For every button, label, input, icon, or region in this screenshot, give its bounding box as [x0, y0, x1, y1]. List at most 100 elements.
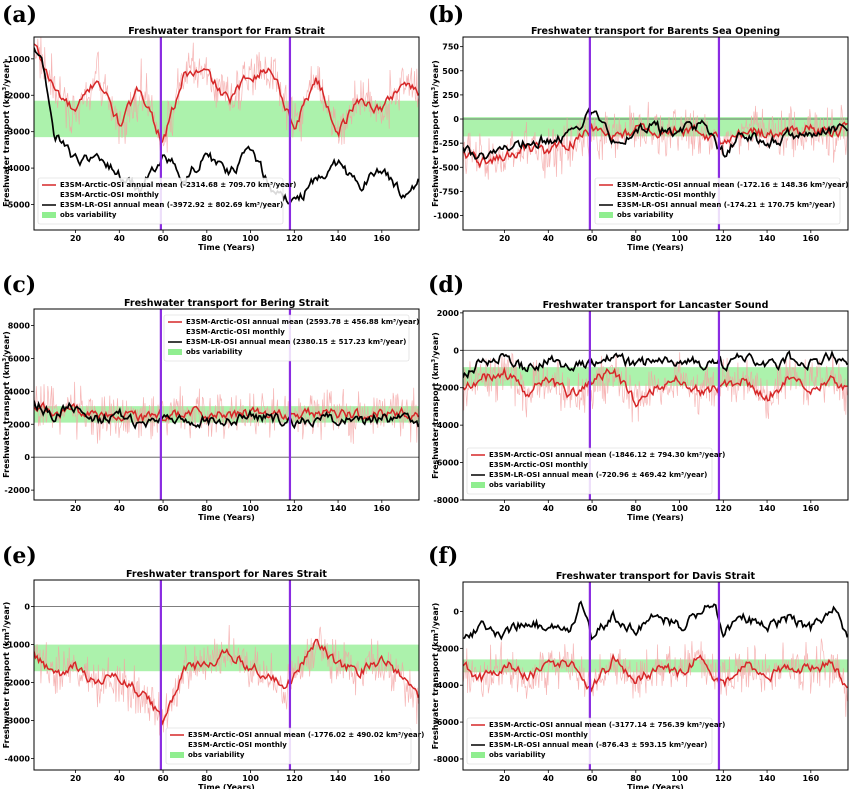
y-tick-label: 0: [453, 115, 459, 124]
series-model-annual-line: [463, 653, 848, 693]
chart-panel-f: 20 40 60 80 100 120 140 160 0 -2000 -4000 -6000 -800…: [431, 571, 849, 789]
legend-swatch-obs: [168, 349, 182, 355]
legend-swatch-obs: [599, 212, 613, 218]
axes-frame: [462, 581, 849, 771]
legend-entry: E3SM-LR-OSI annual mean (-174.21 ± 170.7…: [617, 201, 835, 209]
x-tick-label: 20: [499, 504, 511, 513]
legend-box: [594, 177, 841, 225]
chart-title: Freshwater transport for Lancaster Sound: [543, 300, 769, 311]
x-tick-label: 60: [586, 504, 598, 513]
series-lr-annual-line: [463, 600, 848, 641]
x-tick-label: 20: [499, 234, 511, 243]
y-tick-label: 750: [442, 43, 459, 52]
x-axis-label: Time (Years): [198, 243, 255, 252]
y-tick-label: -250: [439, 139, 459, 148]
x-tick-label: 20: [70, 504, 82, 513]
series-lr-annual-line: [34, 47, 419, 205]
y-tick-label: 2000: [437, 309, 460, 318]
legend-entry: E3SM-Arctic-OSI monthly: [186, 328, 285, 336]
legend: E3SM-Arctic-OSI annual mean (2593.78 ± 4…: [163, 314, 419, 362]
legend-swatch-obs: [42, 212, 56, 218]
x-tick-label: 140: [759, 504, 776, 513]
legend-box: [163, 314, 410, 362]
legend-entry: obs variability: [489, 751, 546, 759]
y-axis-label: Freshwater transport (km3/year): [431, 603, 440, 750]
legend-entry: E3SM-Arctic-OSI annual mean (2593.78 ± 4…: [186, 318, 419, 326]
series-lr-annual-line: [463, 107, 848, 160]
series-model-annual-line: [34, 638, 419, 726]
y-tick-label: -2000: [4, 679, 30, 688]
legend: E3SM-Arctic-OSI annual mean (-1776.02 ± …: [165, 727, 424, 765]
axes-frame: [33, 36, 420, 231]
x-tick-label: 60: [586, 774, 598, 783]
legend-entry: E3SM-LR-OSI annual mean (-3972.92 ± 802.…: [60, 201, 283, 209]
x-tick-label: 40: [543, 774, 555, 783]
x-tick-label: 80: [630, 774, 642, 783]
x-tick-label: 120: [286, 504, 303, 513]
x-tick-label: 160: [802, 504, 819, 513]
x-axis-label: Time (Years): [627, 783, 684, 789]
y-tick-label: -2000: [433, 644, 459, 653]
x-tick-label: 140: [330, 774, 347, 783]
panel-letter-c: (c): [2, 272, 36, 298]
x-tick-label: 80: [630, 504, 642, 513]
x-tick-label: 120: [715, 234, 732, 243]
x-tick-label: 40: [114, 774, 126, 783]
chart-title: Freshwater transport for Davis Strait: [556, 571, 756, 582]
chart-panel-a: 20 40 60 80 100 120 140 160 -1000 -2000 -3000 -4000…: [2, 26, 420, 252]
y-tick-label: -8000: [433, 755, 459, 764]
legend-entry: E3SM-Arctic-OSI monthly: [60, 191, 159, 199]
series-model-annual-line: [463, 366, 848, 408]
y-tick-label: -4000: [433, 681, 459, 690]
series-lr-annual-line: [463, 349, 848, 380]
legend-entry: obs variability: [617, 211, 674, 219]
y-tick-label: -2000: [4, 91, 30, 100]
x-tick-label: 120: [286, 234, 303, 243]
chart-title: Freshwater transport for Bering Strait: [124, 298, 329, 309]
legend-swatch-obs: [471, 752, 485, 758]
x-tick-label: 60: [586, 234, 598, 243]
x-axis-label: Time (Years): [627, 243, 684, 252]
x-tick-label: 20: [70, 234, 82, 243]
legend-entry: obs variability: [60, 211, 117, 219]
x-tick-label: 100: [671, 774, 688, 783]
legend-entry: E3SM-Arctic-OSI annual mean (-1846.12 ± …: [489, 451, 725, 459]
chart-panel-b: 20 40 60 80 100 120 140 160 750 500 250 0 -250 -500 -7…: [431, 26, 849, 252]
legend: E3SM-Arctic-OSI annual mean (-1846.12 ± …: [466, 447, 725, 495]
y-tick-label: -1000: [433, 212, 459, 221]
x-tick-label: 120: [715, 774, 732, 783]
x-axis-label: Time (Years): [198, 513, 255, 522]
y-axis-label: Freshwater transport (km3/year): [2, 602, 11, 749]
y-tick-label: -2000: [4, 486, 30, 495]
panel-letter-d: (d): [428, 272, 464, 298]
legend: E3SM-Arctic-OSI annual mean (-3177.14 ± …: [466, 717, 725, 765]
legend-swatch-obs: [471, 482, 485, 488]
legend-entry: E3SM-LR-OSI annual mean (-720.96 ± 469.4…: [489, 471, 707, 479]
x-tick-label: 60: [157, 774, 169, 783]
axes-frame: [462, 310, 849, 501]
x-tick-label: 100: [242, 774, 259, 783]
x-tick-label: 20: [499, 774, 511, 783]
x-tick-label: 140: [759, 234, 776, 243]
legend-entry: E3SM-Arctic-OSI annual mean (-1776.02 ± …: [188, 731, 424, 739]
series-monthly-line: [463, 101, 848, 180]
x-tick-label: 100: [242, 234, 259, 243]
x-tick-label: 60: [157, 234, 169, 243]
x-tick-label: 40: [114, 504, 126, 513]
y-tick-label: 0: [453, 607, 459, 616]
y-tick-label: -5000: [4, 201, 30, 210]
series-monthly-line: [34, 37, 419, 157]
series-monthly-line: [34, 381, 419, 444]
chart-title: Freshwater transport for Nares Strait: [126, 569, 327, 580]
x-tick-label: 40: [114, 234, 126, 243]
y-tick-label: 4000: [8, 387, 31, 396]
y-tick-label: 250: [442, 91, 459, 100]
y-tick-label: 8000: [8, 321, 31, 330]
legend-entry: E3SM-LR-OSI annual mean (2380.15 ± 517.2…: [186, 338, 406, 346]
panel-letter-a: (a): [2, 2, 37, 28]
legend-entry: E3SM-Arctic-OSI annual mean (-2314.68 ± …: [60, 181, 296, 189]
y-axis-label: Freshwater transport (km3/year): [431, 60, 440, 207]
y-tick-label: -8000: [433, 496, 459, 505]
legend: E3SM-Arctic-OSI annual mean (-2314.68 ± …: [37, 177, 296, 225]
